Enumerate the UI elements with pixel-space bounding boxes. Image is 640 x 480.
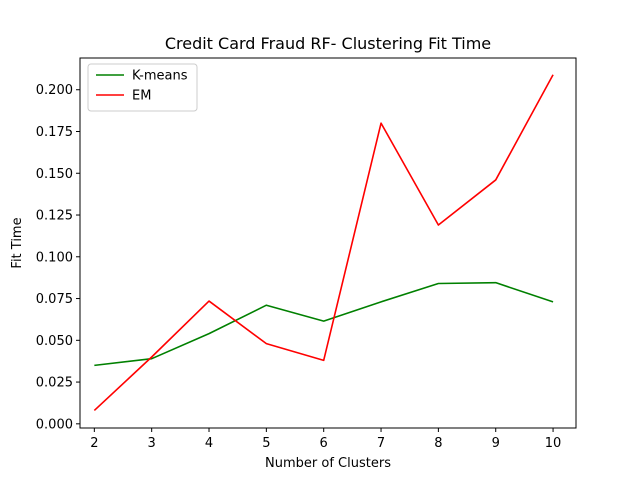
series-line-k-means <box>94 281 554 367</box>
x-tick-label: 3 <box>148 436 156 451</box>
y-tick-label: 0.150 <box>36 167 73 182</box>
y-tick-label: 0.050 <box>36 334 73 349</box>
x-axis-label: Number of Clusters <box>265 456 391 471</box>
x-tick-label: 6 <box>320 436 328 451</box>
plot-area <box>79 57 577 429</box>
y-tick-label: 0.125 <box>36 209 73 224</box>
y-tick-label: 0.075 <box>36 292 73 307</box>
chart-title: Credit Card Fraud RF- Clustering Fit Tim… <box>165 34 491 53</box>
x-tick-label: 4 <box>205 436 213 451</box>
y-tick-label: 0.200 <box>36 83 73 98</box>
x-tick-label: 2 <box>90 436 98 451</box>
x-tick-label: 9 <box>492 436 500 451</box>
y-tick-label: 0.100 <box>36 250 73 265</box>
x-tick-label: 10 <box>545 436 562 451</box>
y-tick-label: 0.175 <box>36 125 73 140</box>
y-tick-label: 0.025 <box>36 376 73 391</box>
x-tick-label: 5 <box>262 436 270 451</box>
legend-label: K-means <box>132 69 188 84</box>
legend: K-means EM <box>87 63 198 112</box>
y-tick-label: 0.000 <box>36 417 73 432</box>
series-line-em <box>93 74 554 412</box>
legend-label: EM <box>132 89 151 104</box>
x-tick-label: 7 <box>377 436 385 451</box>
x-axis: 2 3 4 5 6 7 8 9 10 <box>90 428 561 451</box>
series-lines <box>93 74 554 412</box>
y-axis-label: Fit Time <box>10 217 25 268</box>
y-axis: 0.000 0.025 0.050 0.075 0.100 0.125 0.150 0.175… <box>36 83 80 432</box>
x-tick-label: 8 <box>434 436 442 451</box>
